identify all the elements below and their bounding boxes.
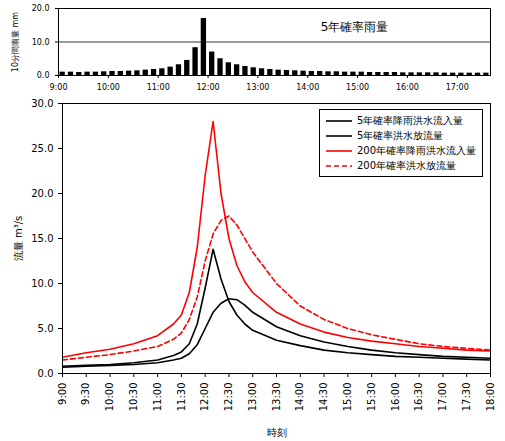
svg-text:5年確率雨量: 5年確率雨量	[321, 20, 389, 34]
svg-text:0.0: 0.0	[37, 71, 50, 80]
svg-text:20.0: 20.0	[32, 4, 50, 13]
svg-text:13:00: 13:00	[246, 83, 269, 92]
svg-text:18:00: 18:00	[485, 383, 496, 412]
svg-text:10:30: 10:30	[128, 383, 139, 412]
svg-text:10.0: 10.0	[31, 278, 53, 289]
svg-text:15:30: 15:30	[366, 383, 377, 412]
svg-text:14:00: 14:00	[294, 383, 305, 412]
html-text:5年確率洪水放流量: 5年確率洪水放流量	[356, 129, 444, 141]
svg-text:10:00: 10:00	[104, 383, 115, 412]
svg-text:11:30: 11:30	[176, 383, 187, 412]
svg-text:10:00: 10:00	[97, 83, 120, 92]
svg-text:13:00: 13:00	[247, 383, 258, 412]
svg-text:14:30: 14:30	[318, 383, 329, 412]
svg-text:20.0: 20.0	[31, 188, 53, 199]
svg-text:13:30: 13:30	[271, 383, 282, 412]
svg-text:16:00: 16:00	[390, 383, 401, 412]
svg-text:11:00: 11:00	[152, 383, 163, 412]
svg-text:16:30: 16:30	[413, 383, 424, 412]
svg-text:流量 m³/s: 流量 m³/s	[13, 216, 24, 262]
svg-text:17:00: 17:00	[446, 83, 469, 92]
svg-text:9:30: 9:30	[80, 383, 91, 405]
svg-text:10分間雨量 mm: 10分間雨量 mm	[11, 12, 20, 73]
svg-text:25.0: 25.0	[31, 143, 53, 154]
svg-text:12:30: 12:30	[223, 383, 234, 412]
svg-text:10.0: 10.0	[32, 38, 50, 47]
svg-text:9:00: 9:00	[57, 383, 68, 405]
svg-text:15.0: 15.0	[31, 233, 53, 244]
svg-text:16:00: 16:00	[396, 83, 419, 92]
html-text:200年確率洪水放流量: 200年確率洪水放流量	[356, 159, 456, 171]
svg-text:時刻: 時刻	[267, 427, 287, 438]
svg-text:14:00: 14:00	[296, 83, 319, 92]
html-text:5年確率降雨洪水流入量: 5年確率降雨洪水流入量	[356, 114, 464, 126]
svg-text:9:00: 9:00	[50, 83, 68, 92]
svg-text:5.0: 5.0	[38, 323, 54, 334]
svg-text:17:30: 17:30	[461, 383, 472, 412]
html-text:200年確率降雨洪水流入量: 200年確率降雨洪水流入量	[356, 144, 476, 156]
svg-text:0.0: 0.0	[38, 368, 54, 379]
svg-text:30.0: 30.0	[31, 98, 53, 109]
svg-text:17:00: 17:00	[437, 383, 448, 412]
svg-text:12:00: 12:00	[199, 383, 210, 412]
svg-text:11:00: 11:00	[147, 83, 170, 92]
svg-text:12:00: 12:00	[197, 83, 220, 92]
svg-text:15:00: 15:00	[342, 383, 353, 412]
svg-text:15:00: 15:00	[346, 83, 369, 92]
